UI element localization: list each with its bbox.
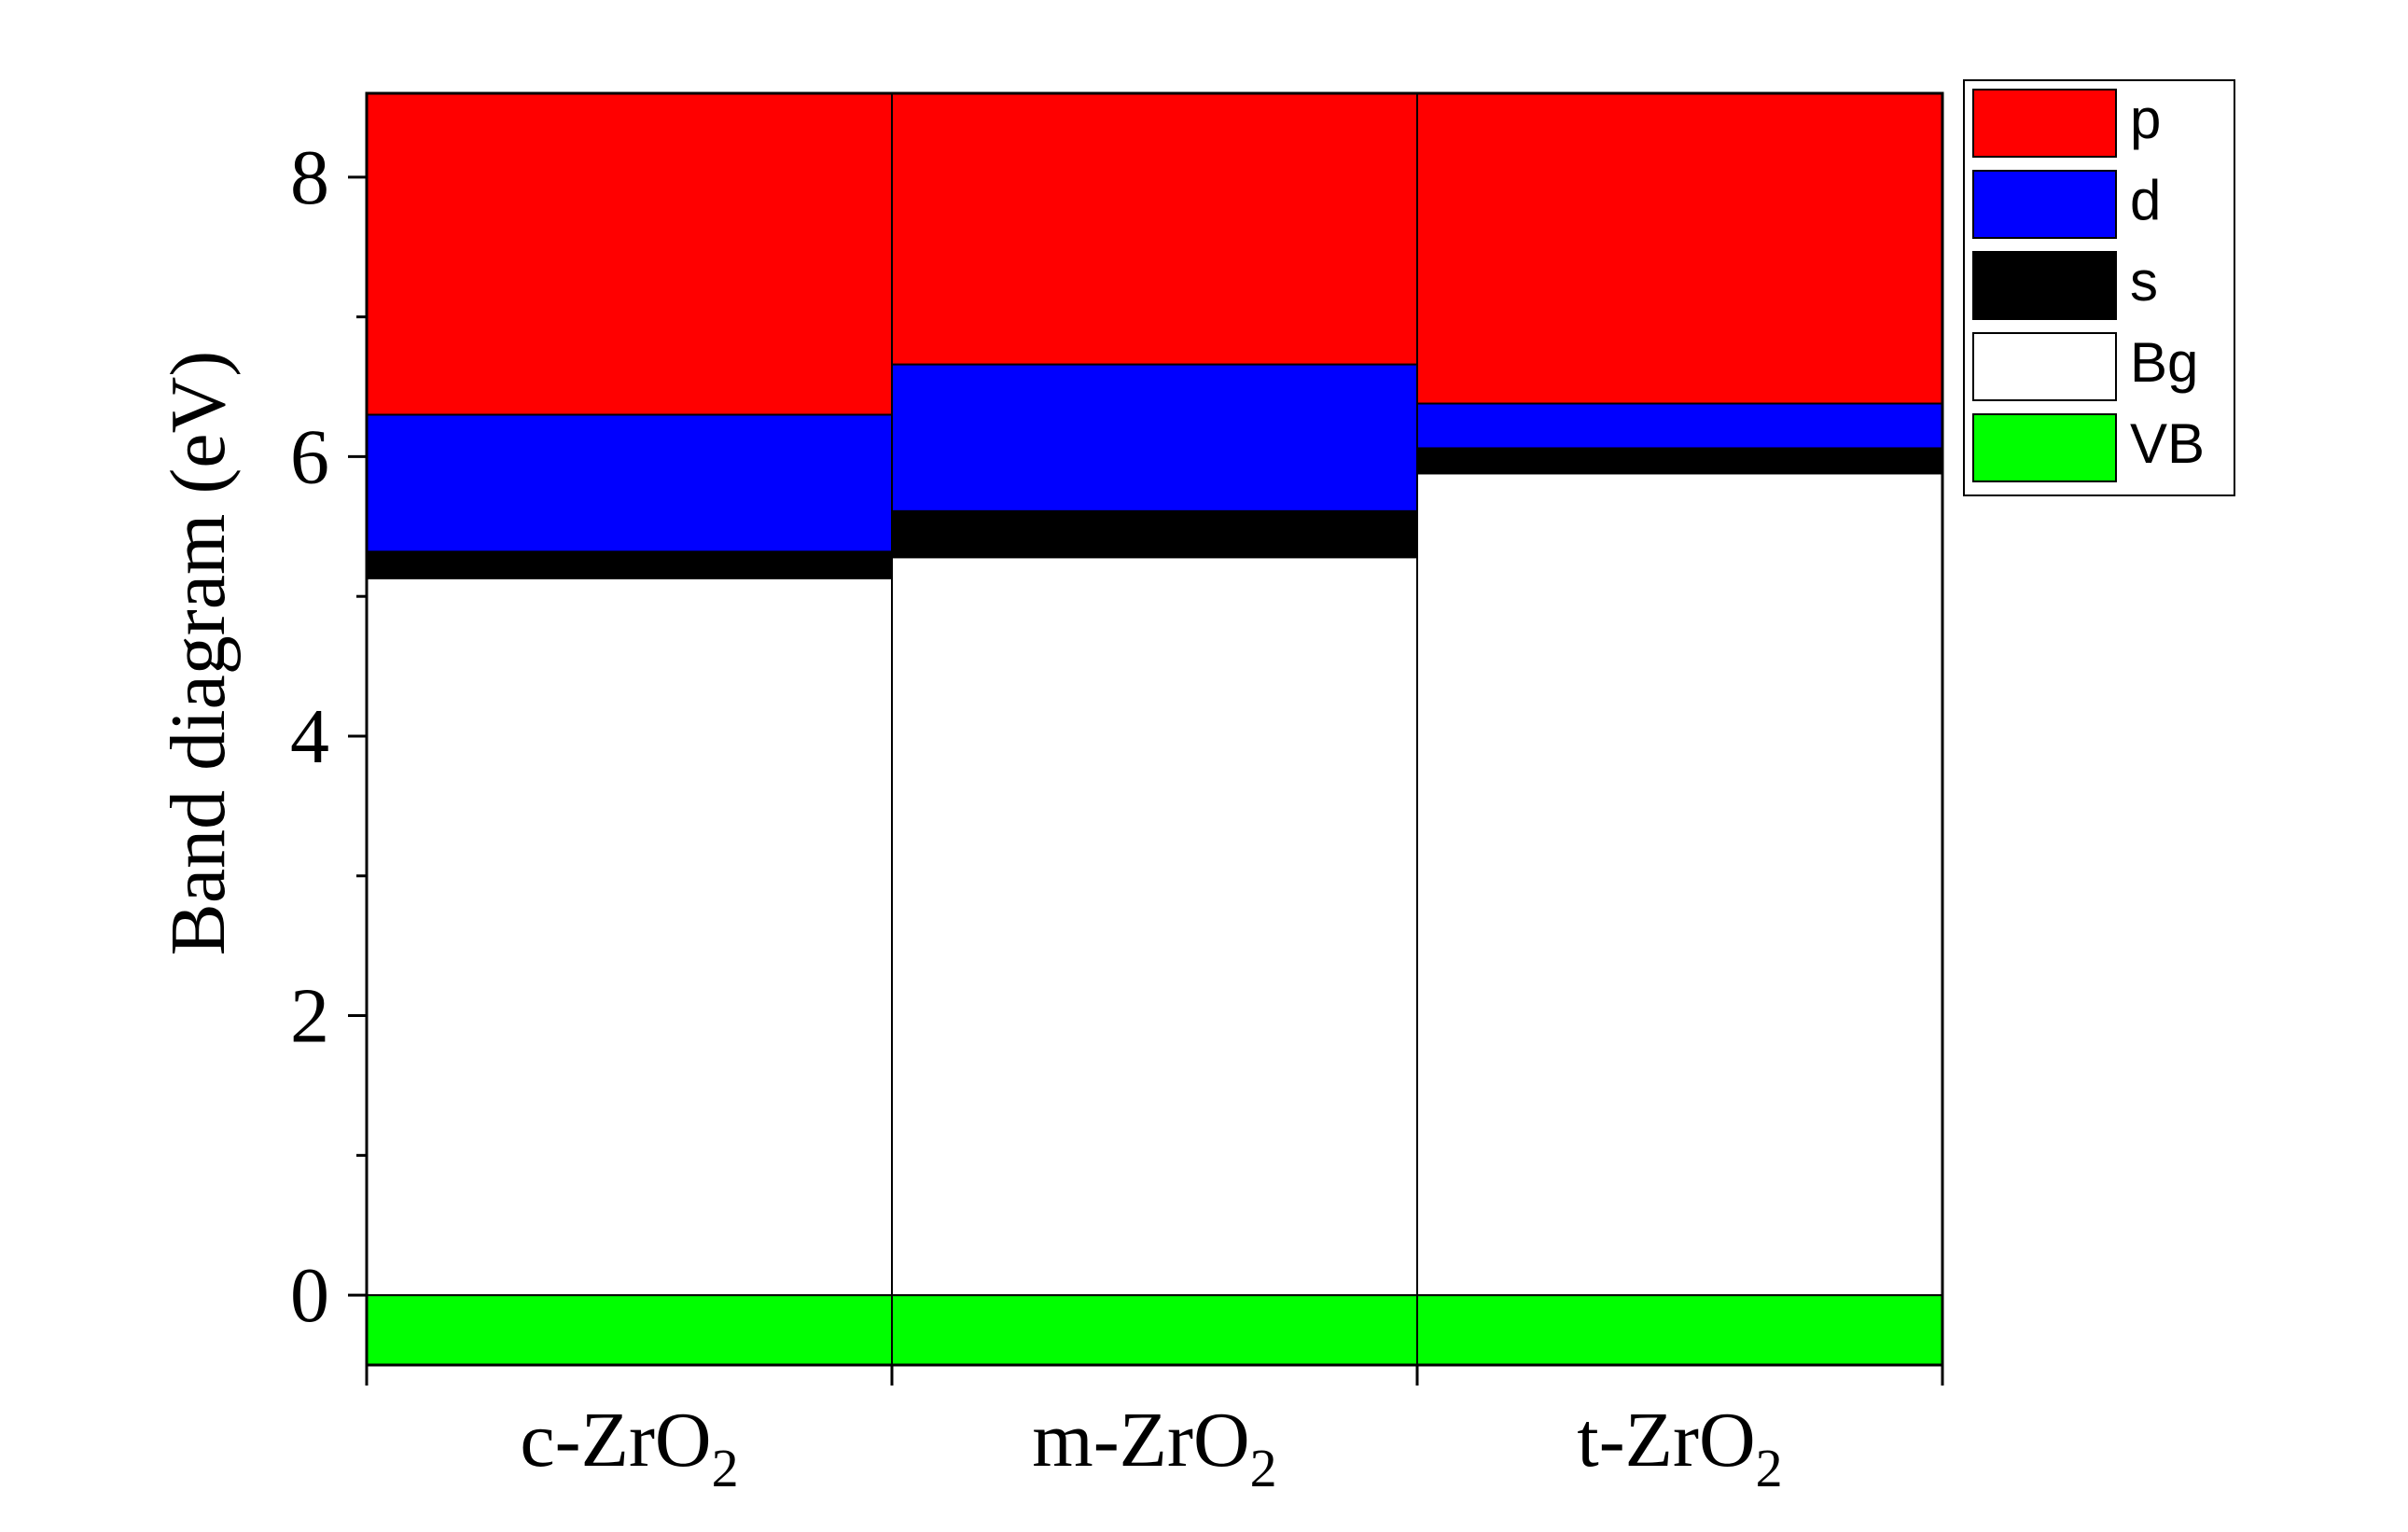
x-category-label: t-ZrO2 bbox=[1577, 1397, 1782, 1498]
bar-d-1 bbox=[891, 363, 1418, 512]
bar-p-0 bbox=[366, 92, 893, 416]
bar-p-2 bbox=[1416, 92, 1943, 405]
bars-layer bbox=[366, 92, 1943, 1366]
bar-s-2 bbox=[1416, 447, 1943, 475]
y-axis-label: Band diagram (eV) bbox=[155, 351, 242, 955]
plot-frame bbox=[365, 91, 1944, 1367]
bar-d-0 bbox=[366, 413, 893, 553]
y-tick-label: 6 bbox=[290, 413, 329, 500]
bar-d-2 bbox=[1416, 402, 1943, 450]
bar-vb-1 bbox=[891, 1294, 1418, 1366]
legend-swatch-p bbox=[1972, 89, 2117, 158]
legend: pds Bg VB bbox=[1963, 79, 2235, 496]
y-tick-label: 4 bbox=[290, 693, 329, 780]
legend-swatch-bg bbox=[1972, 332, 2117, 401]
legend-label-p: p bbox=[2130, 88, 2161, 150]
bar-s-0 bbox=[366, 550, 893, 579]
legend-label-vb: VB bbox=[2130, 412, 2205, 475]
x-category-label: c-ZrO2 bbox=[520, 1397, 738, 1498]
axis-layer: 0 2 4 6 8 c-ZrO2 m-ZrO2 t-ZrO2 bbox=[290, 93, 1944, 1498]
legend-swatch-d bbox=[1972, 170, 2117, 239]
y-tick-label: 2 bbox=[290, 973, 329, 1060]
bar-bg-1 bbox=[891, 556, 1418, 1297]
y-tick-label: 8 bbox=[290, 134, 329, 221]
legend-label-bg: Bg bbox=[2130, 331, 2198, 394]
bar-vb-2 bbox=[1416, 1294, 1943, 1366]
legend-swatch-vb bbox=[1972, 413, 2117, 482]
bar-bg-0 bbox=[366, 577, 893, 1297]
legend-swatch-s bbox=[1972, 251, 2117, 320]
bar-bg-2 bbox=[1416, 472, 1943, 1297]
legend-label-s: s bbox=[2130, 250, 2158, 313]
bar-s-1 bbox=[891, 509, 1418, 559]
x-category-label: m-ZrO2 bbox=[1032, 1397, 1276, 1498]
bar-vb-0 bbox=[366, 1294, 893, 1366]
bar-p-1 bbox=[891, 92, 1418, 366]
y-tick-label: 0 bbox=[290, 1252, 329, 1339]
legend-label-d: d bbox=[2130, 169, 2161, 231]
